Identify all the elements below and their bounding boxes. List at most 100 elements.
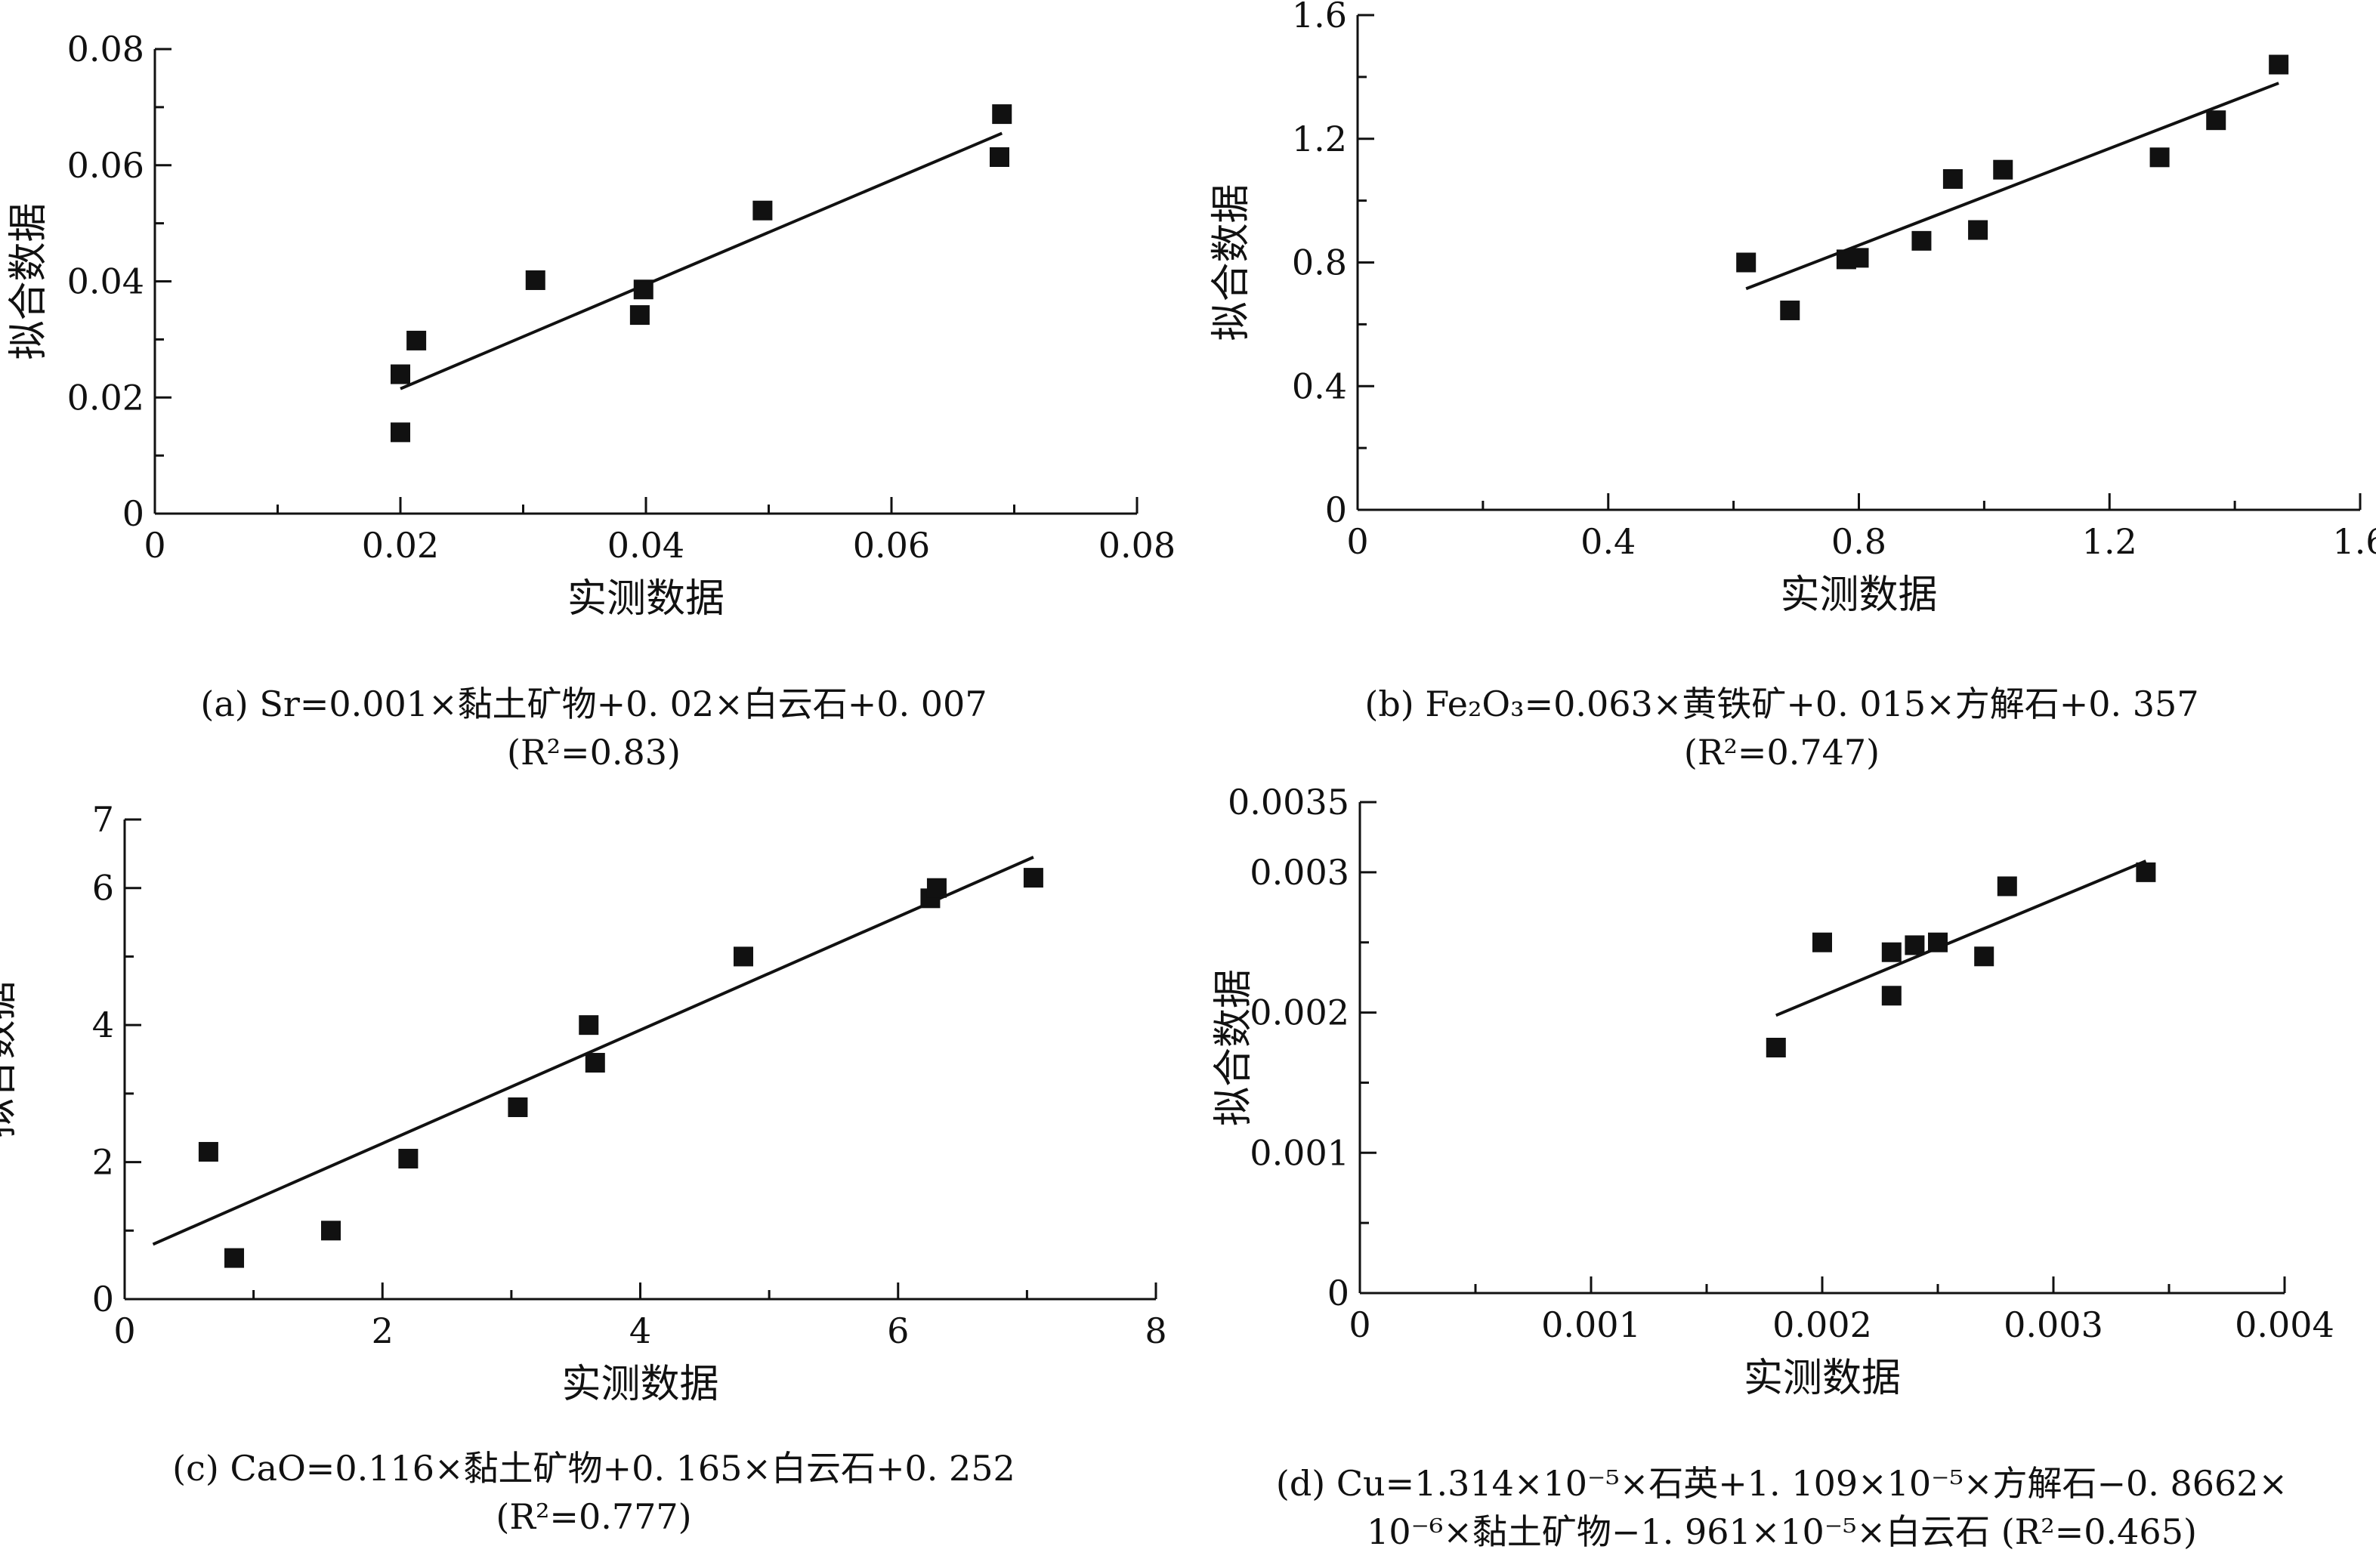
scatter-plot-a: 0 0.02 0.04 0.06 0.08 0 0.02 0.04 0.06 0.08 实测数据 拟合… [6,29,1176,622]
data-point-a [629,305,650,326]
caption-a: (a) Sr=0.001×黏土矿物+0. 02×白云石+0. 007 (R²=0… [0,680,1188,776]
x-tick-label-b: 0.8 [1831,521,1886,562]
y-tick-label-b: 1.6 [1292,0,1347,35]
data-point-c [224,1248,245,1268]
data-point-b [2269,54,2289,75]
caption-d-line1: (d) Cu=1.314×10⁻⁵×石英+1. 109×10⁻⁵×方解石−0. … [1275,1463,2288,1504]
y-tick-label-b: 0.8 [1292,242,1347,283]
y-axis-label-d: 拟合数据 [1211,969,1256,1126]
caption-a-line1: (a) Sr=0.001×黏土矿物+0. 02×白云石+0. 007 [200,684,987,724]
y-tick-label-a: 0 [122,493,144,534]
x-tick-label-a: 0.04 [607,525,684,566]
data-point-a [990,147,1009,167]
y-tick-label-a: 0.04 [67,261,144,302]
caption-d: (d) Cu=1.314×10⁻⁵×石英+1. 109×10⁻⁵×方解石−0. … [1188,1459,2376,1556]
y-axis-label-c: 拟合数据 [0,980,21,1137]
x-tick-label-d: 0.002 [1772,1304,1872,1345]
y-tick-label-c: 7 [92,799,114,840]
x-tick-label-b: 1.6 [2332,521,2376,562]
x-tick-label-d: 0.004 [2235,1304,2334,1345]
data-point-c [579,1015,599,1036]
fit-line-a [400,131,1003,390]
data-point-d [1928,932,1948,952]
data-point-c [398,1149,419,1169]
y-tick-label-a: 0.02 [67,377,144,418]
x-tick-label-c: 8 [1145,1310,1166,1351]
data-point-d [2136,862,2156,882]
data-point-d [1812,932,1832,952]
y-tick-label-d: 0.003 [1250,852,1349,893]
data-point-d [1997,876,2017,897]
y-tick-label-b: 0 [1325,489,1347,530]
data-point-b [1942,168,1963,189]
data-point-c [508,1097,528,1117]
data-point-b [1993,159,2013,180]
x-axis-label-b: 实测数据 [1780,573,1937,618]
x-tick-label-b: 0 [1346,521,1368,562]
data-point-d [1766,1038,1786,1057]
x-tick-label-a: 0.06 [853,525,930,566]
x-tick-label-d: 0 [1349,1304,1370,1345]
y-tick-label-d: 0.002 [1250,992,1349,1033]
data-point-a [992,104,1012,125]
data-point-c [1023,868,1043,888]
y-axis-label-a: 拟合数据 [6,202,51,360]
data-point-b [2149,147,2170,168]
data-point-d [1905,935,1925,955]
chart-panel-d: 0 0.001 0.002 0.003 0.004 0 0.001 0.002 0.003 0.0… [1188,786,2376,1568]
data-point-d [1881,986,1902,1006]
x-tick-label-d: 0.001 [1541,1304,1641,1345]
x-tick-label-d: 0.003 [2004,1304,2103,1345]
caption-c-line2: (R²=0.777) [496,1496,692,1537]
y-tick-label-a: 0.06 [67,145,144,186]
x-tick-label-a: 0.08 [1098,525,1176,566]
data-point-b [1849,248,1869,268]
y-axis-label-b: 拟合数据 [1209,184,1254,341]
caption-c: (c) CaO=0.116×黏土矿物+0. 165×白云石+0. 252 (R²… [0,1444,1188,1541]
y-tick-label-c: 0 [92,1279,114,1320]
x-tick-label-b: 0.4 [1580,521,1636,562]
data-point-a [752,200,773,221]
x-axis-label-c: 实测数据 [561,1362,718,1407]
x-tick-label-c: 4 [629,1310,651,1351]
fit-line-d [1775,860,2147,1017]
data-point-d [1881,942,1902,962]
caption-b: (b) Fe₂O₃=0.063×黄铁矿+0. 015×方解石+0. 357 (R… [1188,680,2376,776]
data-point-b [1968,220,1988,240]
x-tick-label-a: 0.02 [362,525,439,566]
fit-line-b [1745,82,2279,291]
data-point-a [391,364,410,384]
data-point-c [926,878,947,898]
x-tick-label-c: 2 [372,1310,394,1351]
data-point-b [2206,110,2226,131]
x-tick-label-c: 6 [887,1310,909,1351]
y-tick-label-d: 0.001 [1250,1132,1349,1173]
y-tick-label-c: 2 [92,1142,114,1183]
y-tick-label-a: 0.08 [67,29,144,69]
chart-panel-b: 0 0.4 0.8 1.2 1.6 0 0.4 0.8 1.2 1.6 实测数据 拟合数据 (b) F… [1188,0,2376,786]
x-axis-label-a: 实测数据 [567,576,725,622]
caption-d-line2: 10⁻⁶×黏土矿物−1. 961×10⁻⁵×白云石 (R²=0.465) [1367,1511,2197,1552]
fit-line-c [152,856,1034,1246]
data-point-a [391,422,410,443]
data-point-b [1736,252,1757,273]
y-tick-label-b: 0.4 [1292,366,1347,406]
data-point-a [633,279,653,300]
caption-a-line2: (R²=0.83) [507,732,681,773]
scatter-plot-d: 0 0.001 0.002 0.003 0.004 0 0.001 0.002 0.003 0.0… [1211,786,2334,1401]
scatter-plot-b: 0 0.4 0.8 1.2 1.6 0 0.4 0.8 1.2 1.6 实测数据 拟合数据 [1209,0,2376,618]
y-tick-label-d: 0 [1327,1273,1349,1313]
x-axis-label-d: 实测数据 [1744,1356,1901,1401]
y-tick-label-c: 4 [92,1005,114,1045]
data-point-a [525,270,545,290]
data-point-c [585,1053,605,1073]
x-tick-label-c: 0 [113,1310,135,1351]
x-tick-label-b: 1.2 [2082,521,2137,562]
data-point-d [1974,946,1994,967]
chart-panel-c: 0 2 4 6 8 0 2 4 6 7 实测数据 拟合数据 (c) CaO=0.116×黏土矿物+0.… [0,786,1188,1568]
data-point-c [734,946,753,967]
data-point-b [1780,300,1800,320]
data-point-c [321,1221,341,1241]
x-tick-label-a: 0 [144,525,165,566]
caption-c-line1: (c) CaO=0.116×黏土矿物+0. 165×白云石+0. 252 [172,1448,1015,1489]
